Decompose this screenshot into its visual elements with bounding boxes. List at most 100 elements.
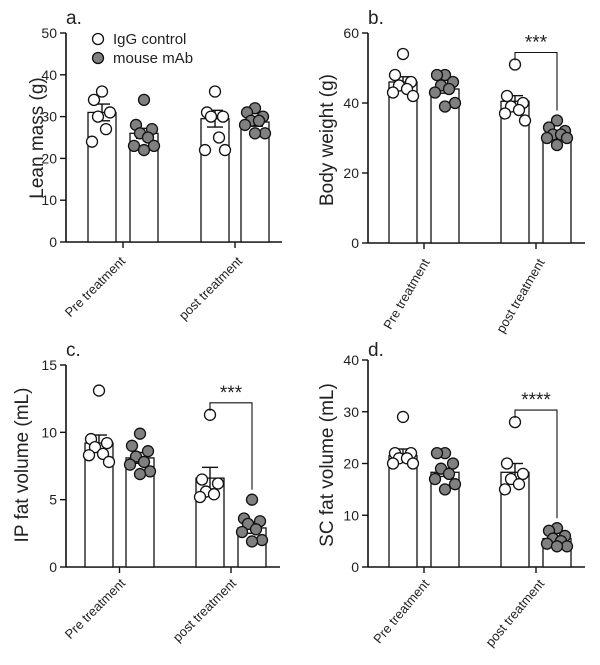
data-point-c-igg-0-3 <box>88 440 102 454</box>
y-tick-label-c-3: 15 <box>41 357 57 373</box>
data-point-b-mab-0-1 <box>430 68 444 82</box>
y-tick-label-c-2: 10 <box>41 424 57 440</box>
y-tick-label-d-0: 0 <box>351 559 359 575</box>
data-point-b-igg-0-1 <box>388 68 402 82</box>
category-label-b-post: post treatment <box>493 256 548 336</box>
data-point-d-igg-0-5 <box>386 457 400 470</box>
panel-letter-a: a. <box>66 8 82 29</box>
data-point-a-igg-0-1 <box>87 93 101 107</box>
data-point-c-igg-0-6 <box>102 455 116 469</box>
plot-area-b: 0 20 40 60 *** <box>343 25 585 251</box>
data-point-c-mab-0-4 <box>137 455 151 469</box>
data-point-c-igg-1-4 <box>207 488 221 501</box>
data-point-c-igg-1-0 <box>203 408 217 421</box>
y-axis-label-c: IP fat volume (mL) <box>12 388 33 543</box>
data-point-d-igg-1-4 <box>512 478 526 491</box>
data-point-c-igg-0-0 <box>92 384 106 397</box>
significance-label-c-0: *** <box>220 383 243 404</box>
data-point-a-igg-1-0 <box>208 85 222 98</box>
data-point-a-mab-0-0 <box>137 93 151 107</box>
data-point-b-igg-0-0 <box>396 47 410 61</box>
panel-d: d. SC fat volume (mL) 0 10 20 30 40 **** Pre … <box>317 340 585 650</box>
plot-area-a: 0 10 20 30 40 50 <box>41 25 282 250</box>
data-point-a-mab-0-7 <box>137 143 151 157</box>
data-point-b-mab-0-7 <box>438 100 452 113</box>
data-point-c-mab-0-7 <box>133 467 147 481</box>
data-point-a-igg-0-2 <box>103 106 117 119</box>
y-tick-label-c-1: 5 <box>49 492 57 508</box>
data-point-b-mab-0-6 <box>448 96 462 110</box>
data-point-b-igg-0-6 <box>406 89 420 103</box>
y-tick-label-a-1: 10 <box>41 192 57 208</box>
data-point-b-igg-1-0 <box>508 58 522 71</box>
data-point-b-igg-0-5 <box>386 86 400 99</box>
data-point-c-mab-0-2 <box>141 445 155 458</box>
category-label-c-post: post treatment <box>170 575 240 645</box>
data-point-c-mab-1-0 <box>245 493 259 506</box>
panel-letter-d: d. <box>368 340 384 361</box>
legend: IgG control mouse mAb <box>91 31 193 67</box>
data-point-c-mab-1-5 <box>235 525 249 539</box>
significance-bracket-d-0 <box>514 409 558 519</box>
y-tick-label-a-3: 30 <box>41 109 57 125</box>
data-point-a-mab-1-4 <box>252 114 266 127</box>
category-label-b-pre: Pre treatment <box>380 256 433 332</box>
data-point-d-mab-0-6 <box>448 478 462 491</box>
data-point-b-mab-0-4 <box>442 82 456 96</box>
y-tick-label-a-2: 20 <box>41 150 57 166</box>
data-point-b-mab-1-6 <box>560 131 574 145</box>
data-point-d-mab-0-2 <box>446 457 460 470</box>
category-label-c-pre: Pre treatment <box>62 575 129 642</box>
panel-letter-b: b. <box>368 8 384 29</box>
category-label-d-post: post treatment <box>482 576 547 650</box>
y-tick-label-b-1: 20 <box>343 165 359 181</box>
data-point-b-igg-1-6 <box>518 114 532 127</box>
panel-letter-c: c. <box>66 340 81 361</box>
data-point-a-mab-0-6 <box>147 139 161 153</box>
data-point-c-igg-0-4 <box>96 447 110 461</box>
y-axis-label-b: Body weight (g) <box>317 74 338 206</box>
data-point-d-igg-0-0 <box>396 410 410 424</box>
y-tick-label-d-1: 10 <box>343 507 359 523</box>
data-point-a-igg-0-3 <box>91 110 105 123</box>
panel-b: b. Body weight (g) 0 20 40 60 *** Pre treatm… <box>317 8 585 335</box>
category-label-a-post: post treatment <box>176 253 246 323</box>
y-tick-label-b-2: 40 <box>343 95 359 111</box>
category-label-a-pre: Pre treatment <box>62 253 129 320</box>
y-tick-label-a-0: 0 <box>49 234 57 250</box>
y-tick-label-d-3: 30 <box>343 404 359 420</box>
bar-b-mab-1 <box>542 133 572 244</box>
data-point-a-igg-0-5 <box>85 135 99 148</box>
data-point-d-mab-1-5 <box>540 537 554 550</box>
y-tick-label-a-4: 40 <box>41 67 57 83</box>
data-point-d-igg-0-6 <box>406 457 420 470</box>
data-point-b-mab-0-5 <box>428 86 442 99</box>
y-axis-label-a: Lean mass (g) <box>27 77 48 198</box>
data-point-a-igg-1-3 <box>204 110 218 123</box>
data-point-b-mab-1-0 <box>550 114 564 127</box>
panel-a: a. Lean mass (g) 0 10 20 30 40 50 Pre treatme… <box>27 8 282 323</box>
legend-label-mab: mouse mAb <box>113 50 193 67</box>
data-point-a-igg-1-4 <box>212 131 226 144</box>
data-point-a-igg-0-0 <box>95 85 109 98</box>
data-point-a-mab-0-4 <box>141 131 155 144</box>
y-tick-label-a-5: 50 <box>41 25 57 41</box>
y-tick-label-b-0: 0 <box>351 235 359 251</box>
data-point-a-mab-1-5 <box>238 118 252 132</box>
legend-label-igg: IgG control <box>113 31 186 48</box>
data-point-a-igg-0-4 <box>99 122 113 136</box>
data-point-a-mab-0-5 <box>127 139 141 153</box>
data-point-c-mab-0-1 <box>125 439 139 452</box>
data-point-c-mab-1-4 <box>249 523 263 536</box>
data-point-a-igg-1-5 <box>198 143 212 157</box>
data-point-d-igg-1-0 <box>508 415 522 429</box>
bar-a-mab-1 <box>240 121 270 243</box>
data-point-c-igg-1-5 <box>193 490 207 504</box>
data-point-d-mab-0-1 <box>430 446 444 460</box>
data-point-c-igg-0-5 <box>82 449 96 462</box>
data-point-d-igg-1-2 <box>516 467 530 481</box>
y-tick-label-c-0: 0 <box>49 559 57 575</box>
data-point-d-igg-1-5 <box>498 483 512 496</box>
panel-c: c. IP fat volume (mL) 0 5 10 15 *** Pre trea… <box>12 340 280 645</box>
